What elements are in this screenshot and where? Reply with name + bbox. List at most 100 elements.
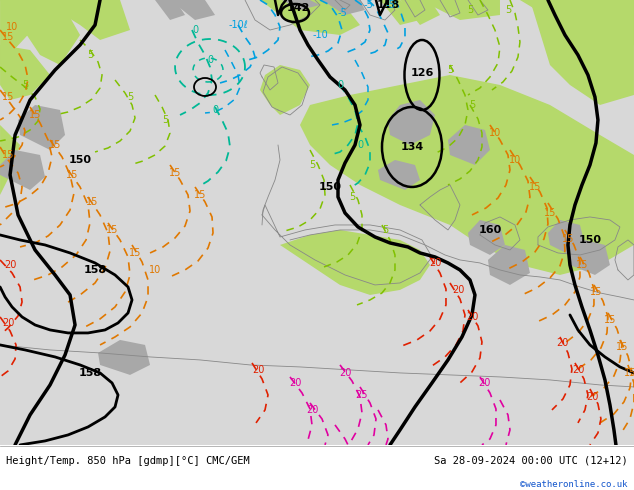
Polygon shape bbox=[568, 240, 610, 275]
Text: -5: -5 bbox=[337, 8, 347, 18]
Text: -10ℓ: -10ℓ bbox=[228, 20, 248, 30]
Polygon shape bbox=[260, 65, 310, 115]
Polygon shape bbox=[0, 45, 50, 100]
Polygon shape bbox=[488, 245, 530, 285]
Text: 15: 15 bbox=[2, 92, 14, 102]
Polygon shape bbox=[0, 0, 60, 65]
Text: 15: 15 bbox=[49, 140, 61, 150]
Text: 5: 5 bbox=[162, 115, 168, 125]
Text: 20: 20 bbox=[586, 392, 598, 402]
Text: 15: 15 bbox=[562, 234, 574, 244]
Text: 15: 15 bbox=[590, 287, 602, 297]
Text: 0: 0 bbox=[357, 140, 363, 150]
Text: 5: 5 bbox=[22, 80, 28, 90]
Polygon shape bbox=[98, 340, 150, 375]
Polygon shape bbox=[300, 75, 634, 275]
Text: 15: 15 bbox=[129, 248, 141, 258]
Text: 20: 20 bbox=[572, 365, 584, 375]
Text: 20: 20 bbox=[556, 338, 568, 348]
Text: 10: 10 bbox=[149, 265, 161, 275]
Polygon shape bbox=[165, 0, 215, 20]
Polygon shape bbox=[320, 0, 365, 15]
Text: 5: 5 bbox=[87, 50, 93, 60]
Text: 20: 20 bbox=[466, 312, 478, 322]
Text: 158: 158 bbox=[84, 265, 107, 275]
Text: 158: 158 bbox=[79, 368, 101, 378]
Text: 5: 5 bbox=[349, 192, 355, 202]
Text: 5: 5 bbox=[127, 92, 133, 102]
Text: 150: 150 bbox=[68, 155, 91, 165]
Text: 20: 20 bbox=[306, 405, 318, 415]
Text: 15: 15 bbox=[576, 260, 588, 270]
Polygon shape bbox=[0, 0, 80, 65]
Text: 10: 10 bbox=[489, 128, 501, 138]
Polygon shape bbox=[300, 0, 420, 25]
Polygon shape bbox=[500, 0, 634, 55]
Text: 142: 142 bbox=[287, 3, 309, 13]
Polygon shape bbox=[530, 0, 634, 105]
Text: 150: 150 bbox=[318, 182, 342, 192]
Text: 5: 5 bbox=[469, 100, 475, 110]
Text: 20: 20 bbox=[478, 378, 490, 388]
Polygon shape bbox=[18, 105, 65, 150]
Text: 15: 15 bbox=[604, 315, 616, 325]
Text: 10: 10 bbox=[509, 155, 521, 165]
Polygon shape bbox=[0, 0, 130, 40]
Polygon shape bbox=[360, 0, 500, 20]
Text: 15: 15 bbox=[616, 342, 628, 352]
Text: -5: -5 bbox=[385, 0, 395, 10]
Text: 134: 134 bbox=[400, 142, 424, 152]
Text: 20: 20 bbox=[2, 318, 14, 328]
Polygon shape bbox=[420, 0, 475, 17]
Polygon shape bbox=[0, 0, 20, 195]
Text: Sa 28-09-2024 00:00 UTC (12+12): Sa 28-09-2024 00:00 UTC (12+12) bbox=[434, 456, 628, 466]
Text: 15: 15 bbox=[2, 150, 14, 160]
Text: 0: 0 bbox=[192, 25, 198, 35]
Text: 15: 15 bbox=[29, 110, 41, 120]
Text: 15: 15 bbox=[624, 368, 634, 378]
Polygon shape bbox=[220, 0, 360, 35]
Text: 118: 118 bbox=[377, 0, 399, 10]
Text: -10: -10 bbox=[312, 30, 328, 40]
Text: 0: 0 bbox=[337, 80, 343, 90]
Text: 0: 0 bbox=[212, 105, 218, 115]
Text: 20: 20 bbox=[252, 365, 264, 375]
Polygon shape bbox=[155, 0, 185, 20]
Polygon shape bbox=[390, 0, 440, 25]
Text: 5: 5 bbox=[505, 5, 511, 15]
Text: 20: 20 bbox=[429, 258, 441, 268]
Polygon shape bbox=[388, 100, 435, 145]
Text: 15: 15 bbox=[2, 32, 14, 42]
Text: 160: 160 bbox=[478, 225, 501, 235]
Text: 15: 15 bbox=[194, 190, 206, 200]
Text: 25: 25 bbox=[356, 390, 368, 400]
Polygon shape bbox=[378, 160, 420, 190]
Polygon shape bbox=[480, 0, 565, 15]
Text: 150: 150 bbox=[578, 235, 602, 245]
Polygon shape bbox=[0, 150, 45, 190]
Text: ©weatheronline.co.uk: ©weatheronline.co.uk bbox=[520, 480, 628, 489]
Text: 15: 15 bbox=[169, 168, 181, 178]
Text: 20: 20 bbox=[339, 368, 351, 378]
Text: 15: 15 bbox=[529, 182, 541, 192]
Text: 5: 5 bbox=[382, 225, 388, 235]
Polygon shape bbox=[548, 220, 585, 255]
Text: -5: -5 bbox=[363, 0, 373, 10]
Text: 10: 10 bbox=[6, 22, 18, 32]
Text: 5: 5 bbox=[447, 65, 453, 75]
Polygon shape bbox=[468, 220, 505, 255]
Text: 20: 20 bbox=[289, 378, 301, 388]
Text: 20: 20 bbox=[4, 260, 16, 270]
Text: 15: 15 bbox=[106, 225, 118, 235]
Text: 15: 15 bbox=[86, 197, 98, 207]
Text: 5: 5 bbox=[309, 160, 315, 170]
Text: 15: 15 bbox=[66, 170, 78, 180]
Text: 126: 126 bbox=[410, 68, 434, 78]
Text: 0: 0 bbox=[207, 55, 213, 65]
Text: 20: 20 bbox=[452, 285, 464, 295]
Text: Height/Temp. 850 hPa [gdmp][°C] CMC/GEM: Height/Temp. 850 hPa [gdmp][°C] CMC/GEM bbox=[6, 456, 250, 466]
Polygon shape bbox=[280, 0, 320, 10]
Text: 5: 5 bbox=[467, 5, 473, 15]
Polygon shape bbox=[270, 75, 295, 100]
Text: 15: 15 bbox=[544, 208, 556, 218]
